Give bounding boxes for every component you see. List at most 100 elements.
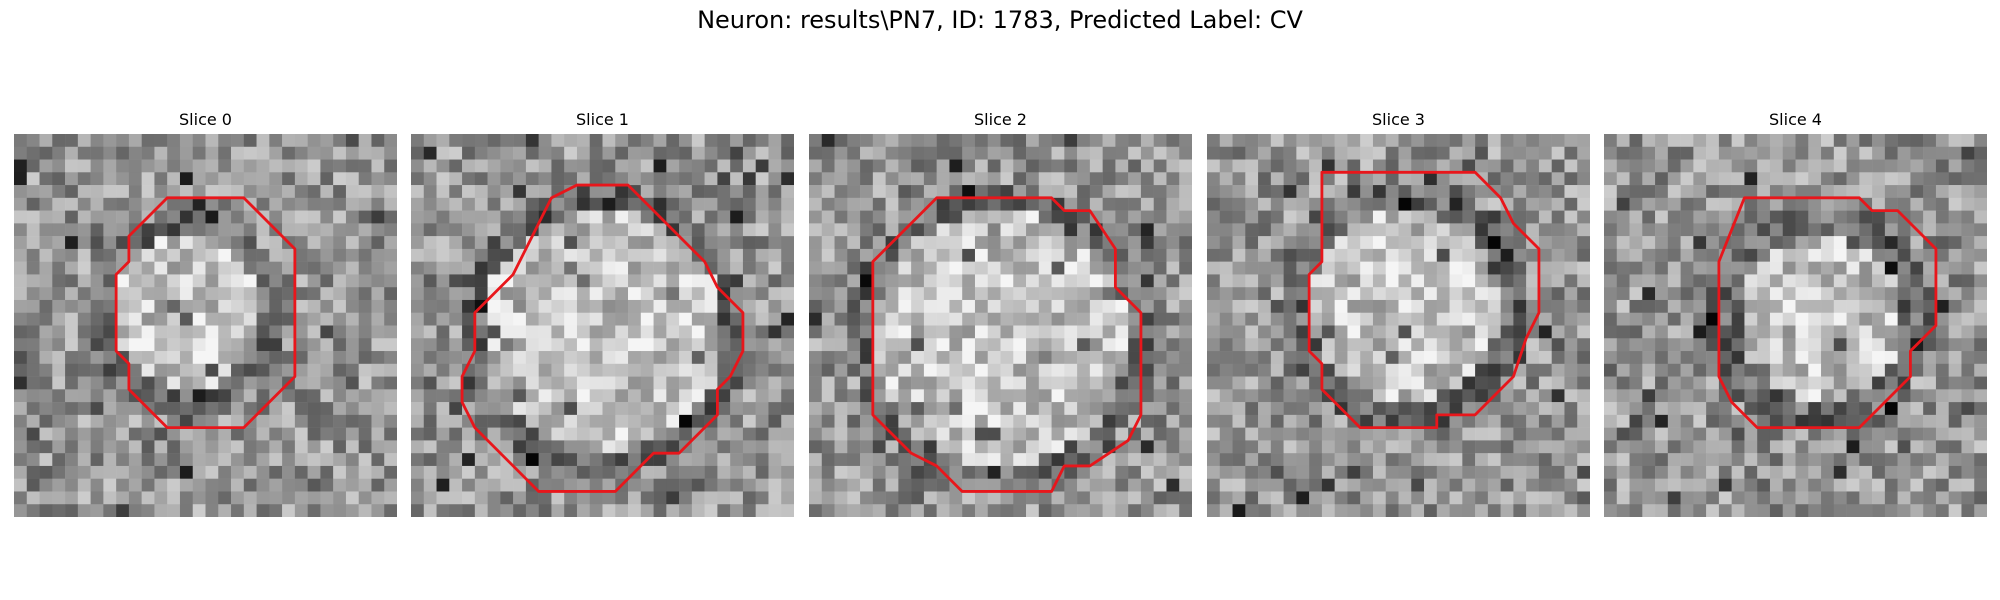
pixel <box>1347 248 1361 262</box>
pixel <box>589 299 603 313</box>
pixel <box>205 146 219 160</box>
pixel <box>128 338 142 352</box>
pixel <box>1846 376 1860 390</box>
pixel <box>371 185 385 199</box>
pixel <box>1219 210 1233 224</box>
pixel <box>1948 236 1962 250</box>
pixel <box>26 453 40 467</box>
pixel <box>1077 274 1091 288</box>
pixel <box>345 287 359 301</box>
pixel <box>1872 440 1886 454</box>
pixel <box>218 287 232 301</box>
pixel <box>1526 146 1540 160</box>
pixel <box>1808 223 1822 237</box>
pixel <box>128 197 142 211</box>
pixel <box>564 504 578 517</box>
pixel <box>1808 261 1822 275</box>
pixel <box>436 299 450 313</box>
pixel <box>1258 210 1272 224</box>
pixel <box>128 491 142 505</box>
pixel <box>371 453 385 467</box>
pixel <box>500 236 514 250</box>
pixel <box>1398 159 1412 173</box>
pixel <box>1731 248 1745 262</box>
pixel <box>256 491 270 505</box>
pixel <box>1897 453 1911 467</box>
pixel <box>1038 248 1052 262</box>
pixel <box>755 248 769 262</box>
pixel <box>384 287 397 301</box>
pixel <box>1642 172 1656 186</box>
pixel <box>307 134 321 148</box>
pixel <box>1718 185 1732 199</box>
pixel <box>231 427 245 441</box>
pixel <box>1026 389 1040 403</box>
pixel <box>923 312 937 326</box>
pixel <box>333 389 347 403</box>
pixel <box>243 299 257 313</box>
pixel <box>1013 185 1027 199</box>
pixel <box>1411 338 1425 352</box>
pixel <box>717 440 731 454</box>
pixel <box>345 351 359 365</box>
pixel <box>653 274 667 288</box>
pixel <box>666 376 680 390</box>
pixel <box>141 504 155 517</box>
pixel <box>116 440 130 454</box>
pixel <box>1000 210 1014 224</box>
pixel <box>1347 159 1361 173</box>
pixel <box>26 210 40 224</box>
pixel <box>847 338 861 352</box>
slice-1-title: Slice 1 <box>576 110 629 129</box>
pixel <box>1013 312 1027 326</box>
pixel <box>345 453 359 467</box>
pixel <box>1089 287 1103 301</box>
pixel <box>1436 146 1450 160</box>
pixel <box>1769 363 1783 377</box>
pixel <box>1757 185 1771 199</box>
pixel <box>936 351 950 365</box>
pixel <box>1757 312 1771 326</box>
pixel <box>1795 453 1809 467</box>
pixel <box>1207 274 1221 288</box>
pixel <box>256 338 270 352</box>
pixel <box>1115 478 1129 492</box>
pixel <box>103 363 117 377</box>
pixel <box>1077 210 1091 224</box>
pixel <box>1526 376 1540 390</box>
pixel <box>462 338 476 352</box>
pixel <box>1424 440 1438 454</box>
pixel <box>1270 440 1284 454</box>
pixel <box>1360 465 1374 479</box>
pixel <box>1064 363 1078 377</box>
pixel <box>1475 427 1489 441</box>
pixel <box>1667 491 1681 505</box>
pixel <box>1436 402 1450 416</box>
pixel <box>423 287 437 301</box>
pixel <box>1629 338 1643 352</box>
pixel <box>1604 440 1618 454</box>
pixel <box>14 185 28 199</box>
pixel <box>615 351 629 365</box>
pixel <box>1179 159 1192 173</box>
pixel <box>742 197 756 211</box>
pixel <box>1808 134 1822 148</box>
pixel <box>179 389 193 403</box>
pixel <box>742 504 756 517</box>
pixel <box>90 491 104 505</box>
pixel <box>1411 363 1425 377</box>
pixel <box>231 236 245 250</box>
pixel <box>384 197 397 211</box>
pixel <box>294 363 308 377</box>
pixel <box>1334 478 1348 492</box>
pixel <box>1424 389 1438 403</box>
pixel <box>65 465 79 479</box>
pixel <box>1500 453 1514 467</box>
pixel <box>179 159 193 173</box>
pixel <box>1153 325 1167 339</box>
pixel <box>231 172 245 186</box>
pixel <box>1179 312 1192 326</box>
pixel <box>1449 210 1463 224</box>
pixel <box>358 491 372 505</box>
pixel <box>1372 312 1386 326</box>
